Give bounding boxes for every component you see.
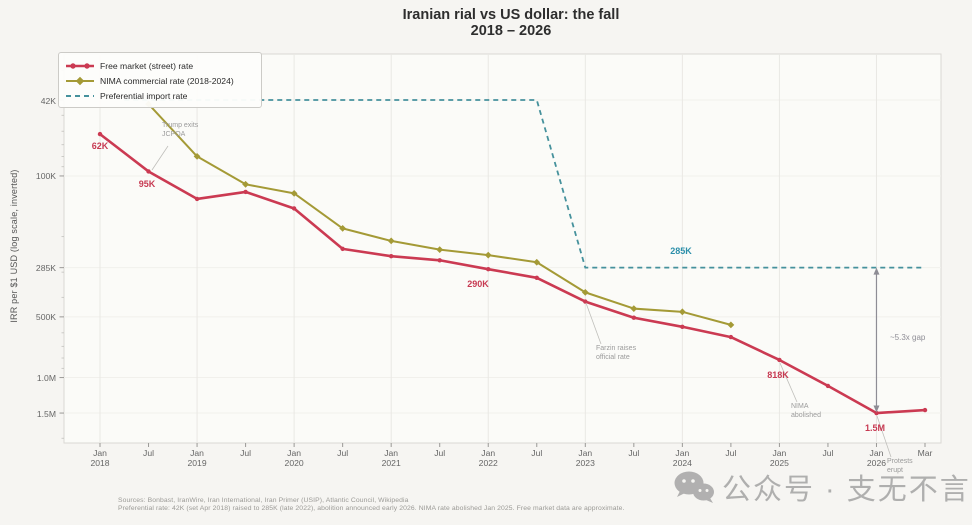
x-tick-label: Jul	[628, 448, 640, 458]
annotation-trump-jcpoa: Trump exits JCPOA	[162, 122, 199, 138]
chart-title: Iranian rial vs US dollar: the fall	[402, 7, 620, 23]
x-tick-label: Jul	[337, 448, 349, 458]
footnote-sources: Sources: Bonbast, IranWire, Iran Interna…	[118, 497, 409, 504]
legend-label: Preferential import rate	[100, 90, 188, 101]
chart-subtitle: 2018 – 2026	[470, 23, 552, 39]
legend-item-preferential: Preferential import rate	[65, 88, 255, 103]
value-label-95k: 95K	[138, 179, 156, 189]
legend-item-free-market: Free market (street) rate	[65, 58, 255, 73]
annotation-protests: Protests erupt	[887, 458, 913, 474]
x-tick-label: Jul	[434, 448, 446, 458]
line-marker-swatch-icon	[66, 76, 94, 85]
x-tick-label: Jan 2019	[187, 448, 207, 468]
y-tick-label: 285K	[35, 263, 56, 274]
x-tick-label: Jul	[822, 448, 834, 458]
footnote-rates: Preferential rate: 42K (set Apr 2018) ra…	[118, 505, 625, 512]
value-label-62k: 62K	[91, 141, 109, 151]
x-tick-label: Mar	[917, 448, 933, 458]
gap-arrow-label: ~5.3x gap	[890, 333, 926, 342]
wechat-icon	[674, 471, 714, 503]
x-tick-label: Jul	[725, 448, 737, 458]
legend-label: Free market (street) rate	[100, 60, 194, 71]
x-tick-label: Jan 2026	[866, 448, 887, 468]
annotation-farzin: Farzin raises official rate	[596, 345, 637, 361]
y-tick-label: 1.5M	[36, 408, 56, 419]
x-tick-label: Jan 2021	[381, 448, 401, 468]
x-tick-label: Jan 2024	[672, 448, 692, 468]
x-tick-label: Jan 2023	[575, 448, 595, 468]
value-label-1-5m: 1.5M	[864, 423, 885, 433]
annotation-nima-abolished: NIMA abolished	[791, 403, 821, 419]
watermark: 公众号 · 支无不言	[672, 466, 971, 508]
legend: Free market (street) rate NIMA commercia…	[58, 52, 262, 108]
y-tick-label: 1.0M	[36, 373, 56, 384]
x-tick-label: Jul	[143, 448, 155, 458]
value-label-818k: 818K	[767, 370, 789, 380]
y-tick-label: 100K	[35, 171, 56, 182]
y-tick-label: 500K	[35, 312, 56, 323]
x-tick-label: Jan 2022	[478, 448, 498, 468]
dashed-line-swatch-icon	[66, 94, 94, 97]
value-label-290k: 290K	[467, 279, 489, 289]
legend-item-nima: NIMA commercial rate (2018-2024)	[65, 73, 255, 88]
x-tick-label: Jan 2018	[90, 448, 110, 468]
x-tick-label: Jan 2020	[284, 448, 304, 468]
value-label-285k: 285K	[670, 246, 692, 256]
x-tick-label: Jul	[531, 448, 543, 458]
x-tick-label: Jul	[240, 448, 252, 458]
line-marker-swatch-icon	[66, 62, 94, 69]
x-tick-label: Jan 2025	[769, 448, 789, 468]
watermark-text: 公众号 · 支无不言	[722, 474, 971, 506]
legend-label: NIMA commercial rate (2018-2024)	[100, 75, 234, 86]
y-tick-label: 42K	[40, 95, 56, 106]
